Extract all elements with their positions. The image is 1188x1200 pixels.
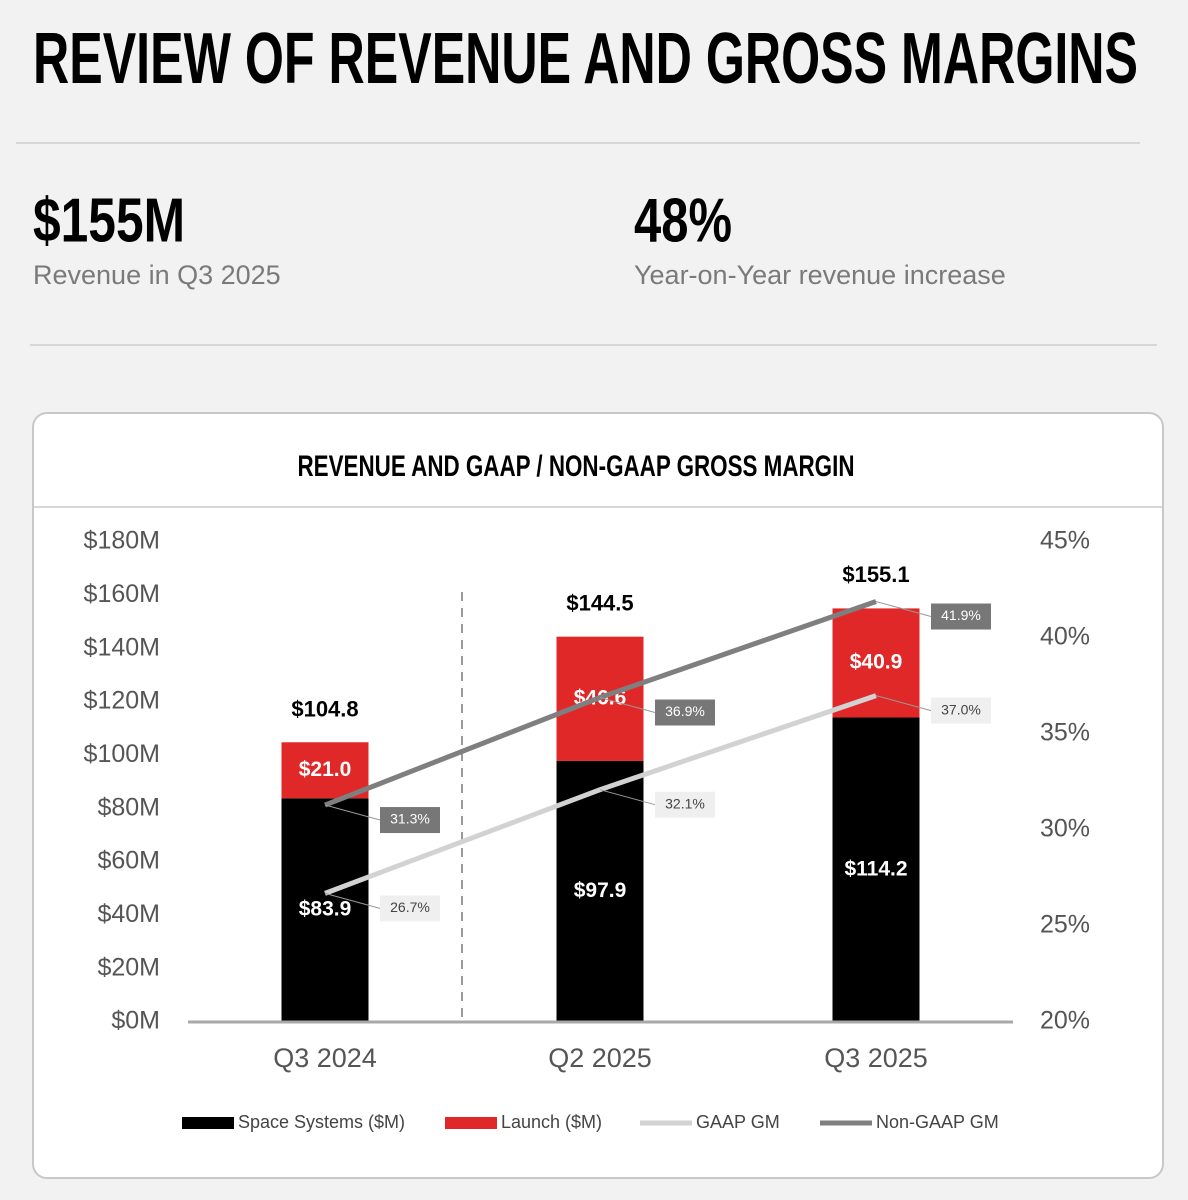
bar-segment: [832, 608, 920, 718]
y2-tick-label: 40%: [1040, 623, 1090, 651]
total-label: $104.8: [291, 696, 358, 721]
label-leader: [875, 601, 932, 618]
x-tick-label: Q3 2025: [824, 1043, 928, 1073]
label-leader: [324, 804, 381, 821]
y-tick-label: $60M: [97, 847, 160, 875]
label-box: [931, 603, 991, 630]
kpi-value: 48%: [634, 186, 732, 255]
bar-value-label: $40.9: [850, 650, 903, 673]
y2-tick-label: 45%: [1040, 527, 1090, 555]
legend-label: Non-GAAP GM: [876, 1112, 999, 1132]
bar-segment: [832, 717, 920, 1022]
line-value-label: 26.7%: [390, 899, 430, 915]
label-leader: [875, 695, 932, 712]
bar-segment: [556, 760, 644, 1022]
total-label: $144.5: [566, 590, 633, 615]
page-title: REVIEW OF REVENUE AND GROSS MARGINS: [33, 19, 1138, 99]
label-box: [380, 807, 440, 834]
x-tick-label: Q2 2025: [548, 1043, 652, 1073]
y2-tick-label: 30%: [1040, 815, 1090, 843]
label-box: [931, 697, 991, 724]
bar-value-label: $97.9: [574, 879, 627, 902]
legend-label: GAAP GM: [696, 1112, 780, 1132]
label-box: [380, 895, 440, 922]
y-tick-label: $120M: [84, 687, 160, 715]
label-leader: [324, 892, 381, 909]
bar-segment: [281, 742, 369, 799]
x-tick-label: Q3 2024: [273, 1043, 377, 1073]
kpi-label: Year-on-Year revenue increase: [634, 260, 1006, 290]
total-label: $155.1: [842, 562, 909, 587]
legend-label: Launch ($M): [501, 1112, 602, 1132]
label-leader: [599, 697, 656, 714]
label-box: [655, 699, 715, 726]
y2-tick-label: 20%: [1040, 1007, 1090, 1035]
line-value-label: 37.0%: [941, 701, 981, 717]
y2-tick-label: 35%: [1040, 719, 1090, 747]
y-tick-label: $40M: [97, 900, 160, 928]
y-tick-label: $0M: [111, 1007, 160, 1035]
kpi-label: Revenue in Q3 2025: [33, 260, 281, 290]
bar-value-label: $114.2: [844, 857, 907, 880]
kpi-value: $155M: [33, 186, 185, 255]
bar-segment: [281, 798, 369, 1022]
legend-label: Space Systems ($M): [238, 1112, 405, 1132]
y-tick-label: $160M: [84, 580, 160, 608]
bar-value-label: $21.0: [299, 758, 352, 781]
line-value-label: 36.9%: [665, 703, 705, 719]
chart-title: REVENUE AND GAAP / NON-GAAP GROSS MARGIN: [298, 450, 855, 483]
label-box: [655, 791, 715, 818]
y-tick-label: $140M: [84, 633, 160, 661]
line-value-label: 32.1%: [665, 795, 705, 811]
bar-value-label: $83.9: [299, 898, 352, 921]
label-leader: [599, 789, 656, 806]
plot: $0M $20M $40M $60M $80M $100M $120M $140M $160M $…: [84, 527, 1091, 1132]
y2-tick-label: 25%: [1040, 911, 1090, 939]
legend-swatch: [445, 1117, 497, 1129]
y-tick-label: $180M: [84, 527, 160, 555]
legend-swatch: [182, 1117, 234, 1129]
y-tick-label: $100M: [84, 740, 160, 768]
y-tick-label: $20M: [97, 953, 160, 981]
line-value-label: 41.9%: [941, 607, 981, 623]
y-tick-label: $80M: [97, 793, 160, 821]
line-value-label: 31.3%: [390, 811, 430, 827]
